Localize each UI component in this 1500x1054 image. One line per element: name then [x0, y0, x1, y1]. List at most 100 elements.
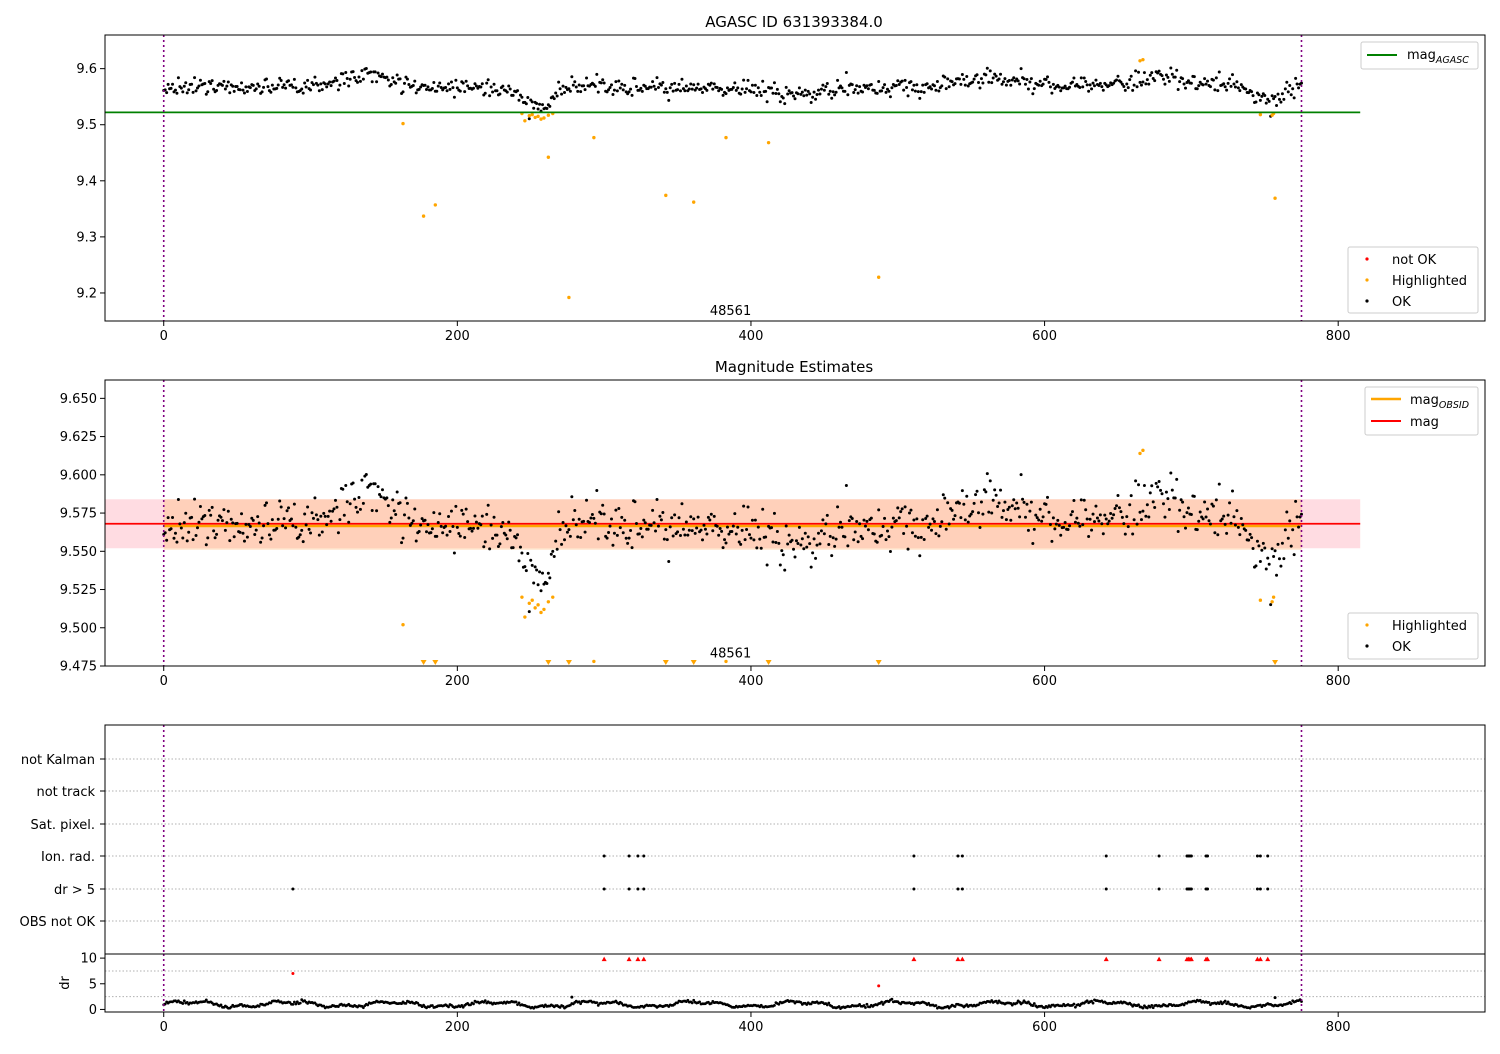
ok-point	[1053, 527, 1057, 531]
y-tick-label: 10	[80, 952, 97, 967]
ok-point	[1125, 82, 1129, 86]
dr-point	[298, 1001, 302, 1005]
ok-point	[1046, 495, 1050, 499]
ok-point	[179, 86, 183, 90]
ok-point	[918, 96, 922, 100]
ok-point	[508, 528, 512, 532]
ok-point	[905, 524, 909, 528]
ok-point	[353, 497, 357, 501]
ok-point	[903, 505, 907, 509]
dr-point	[1223, 999, 1227, 1003]
y-tick-label: 9.6	[76, 62, 97, 77]
ok-point	[764, 89, 768, 93]
x-tick-label: 800	[1326, 674, 1351, 689]
ok-point	[680, 502, 684, 506]
ok-point	[1110, 516, 1114, 520]
ok-point	[1120, 515, 1124, 519]
ok-point	[1062, 525, 1066, 529]
ok-point	[853, 88, 857, 92]
ok-point	[380, 488, 384, 492]
ok-point	[1023, 515, 1027, 519]
ok-point	[1009, 83, 1013, 87]
ok-point	[843, 535, 847, 539]
ok-point	[386, 78, 390, 82]
ok-point	[338, 518, 342, 522]
ion-rad-point	[1189, 854, 1193, 858]
ok-point	[173, 88, 177, 92]
ok-point	[511, 93, 515, 97]
ok-point	[990, 81, 994, 85]
ok-point	[1072, 76, 1076, 80]
offscale-point-marker	[565, 660, 572, 665]
dr-point	[181, 1002, 185, 1005]
ok-point	[264, 77, 268, 81]
ok-point	[668, 525, 672, 529]
ok-point	[770, 86, 774, 90]
ok-point	[1263, 546, 1267, 550]
ok-point	[1182, 515, 1186, 519]
ok-point	[319, 514, 323, 518]
ok-point	[1138, 510, 1142, 514]
highlighted-point	[523, 119, 527, 123]
ok-point	[311, 83, 315, 87]
ok-point	[1029, 77, 1033, 81]
ok-point	[1166, 497, 1170, 501]
ok-point	[1025, 502, 1029, 506]
highlighted-point	[421, 214, 426, 218]
dr-offscale-marker	[955, 956, 961, 962]
ok-point	[479, 85, 483, 89]
highlighted-point	[546, 600, 551, 604]
ok-point	[558, 528, 562, 532]
ok-point	[812, 537, 816, 541]
ok-point	[662, 90, 666, 94]
ok-point	[783, 568, 787, 572]
ok-point	[611, 543, 615, 547]
ok-point	[1084, 79, 1088, 83]
ok-point	[655, 76, 659, 80]
ok-point	[740, 87, 744, 91]
ok-point	[1137, 483, 1141, 487]
ok-point	[706, 515, 710, 519]
ok-point	[1153, 79, 1157, 83]
ok-point	[1213, 531, 1217, 535]
ok-point	[915, 83, 919, 87]
ok-point	[1264, 567, 1268, 571]
ok-point	[1192, 494, 1196, 498]
ok-point	[425, 88, 429, 92]
ok-point	[210, 79, 214, 83]
dr-gt5-point	[912, 887, 916, 891]
ok-point	[251, 518, 255, 522]
ok-point	[563, 90, 567, 94]
panel2-background	[105, 499, 1361, 550]
ok-point	[398, 77, 402, 81]
ok-point	[458, 89, 462, 93]
ok-point	[1047, 510, 1051, 514]
ok-point	[1170, 72, 1174, 76]
ok-point	[474, 520, 478, 524]
ok-point	[866, 87, 870, 91]
ok-point	[504, 533, 508, 537]
ok-point	[347, 84, 351, 88]
ok-point	[772, 511, 776, 515]
flag-label: Ion. rad.	[41, 850, 95, 865]
ok-point	[1107, 84, 1111, 88]
ok-point	[827, 92, 831, 96]
ok-point	[1000, 82, 1004, 86]
ok-point	[317, 533, 321, 537]
ok-point	[1092, 84, 1096, 88]
ok-point	[1142, 484, 1146, 488]
ok-point	[749, 536, 753, 540]
ok-point	[300, 528, 304, 532]
ok-point	[294, 86, 298, 90]
ok-point	[671, 534, 675, 538]
ok-point	[439, 86, 443, 90]
ok-point	[1264, 101, 1268, 105]
ok-point	[492, 82, 496, 86]
ok-point	[1153, 505, 1157, 509]
dr-point	[447, 1005, 450, 1009]
ok-point	[471, 526, 475, 530]
dr-point	[219, 1003, 223, 1007]
ok-point	[753, 83, 757, 87]
ok-point	[656, 524, 660, 528]
ok-point	[890, 86, 894, 90]
